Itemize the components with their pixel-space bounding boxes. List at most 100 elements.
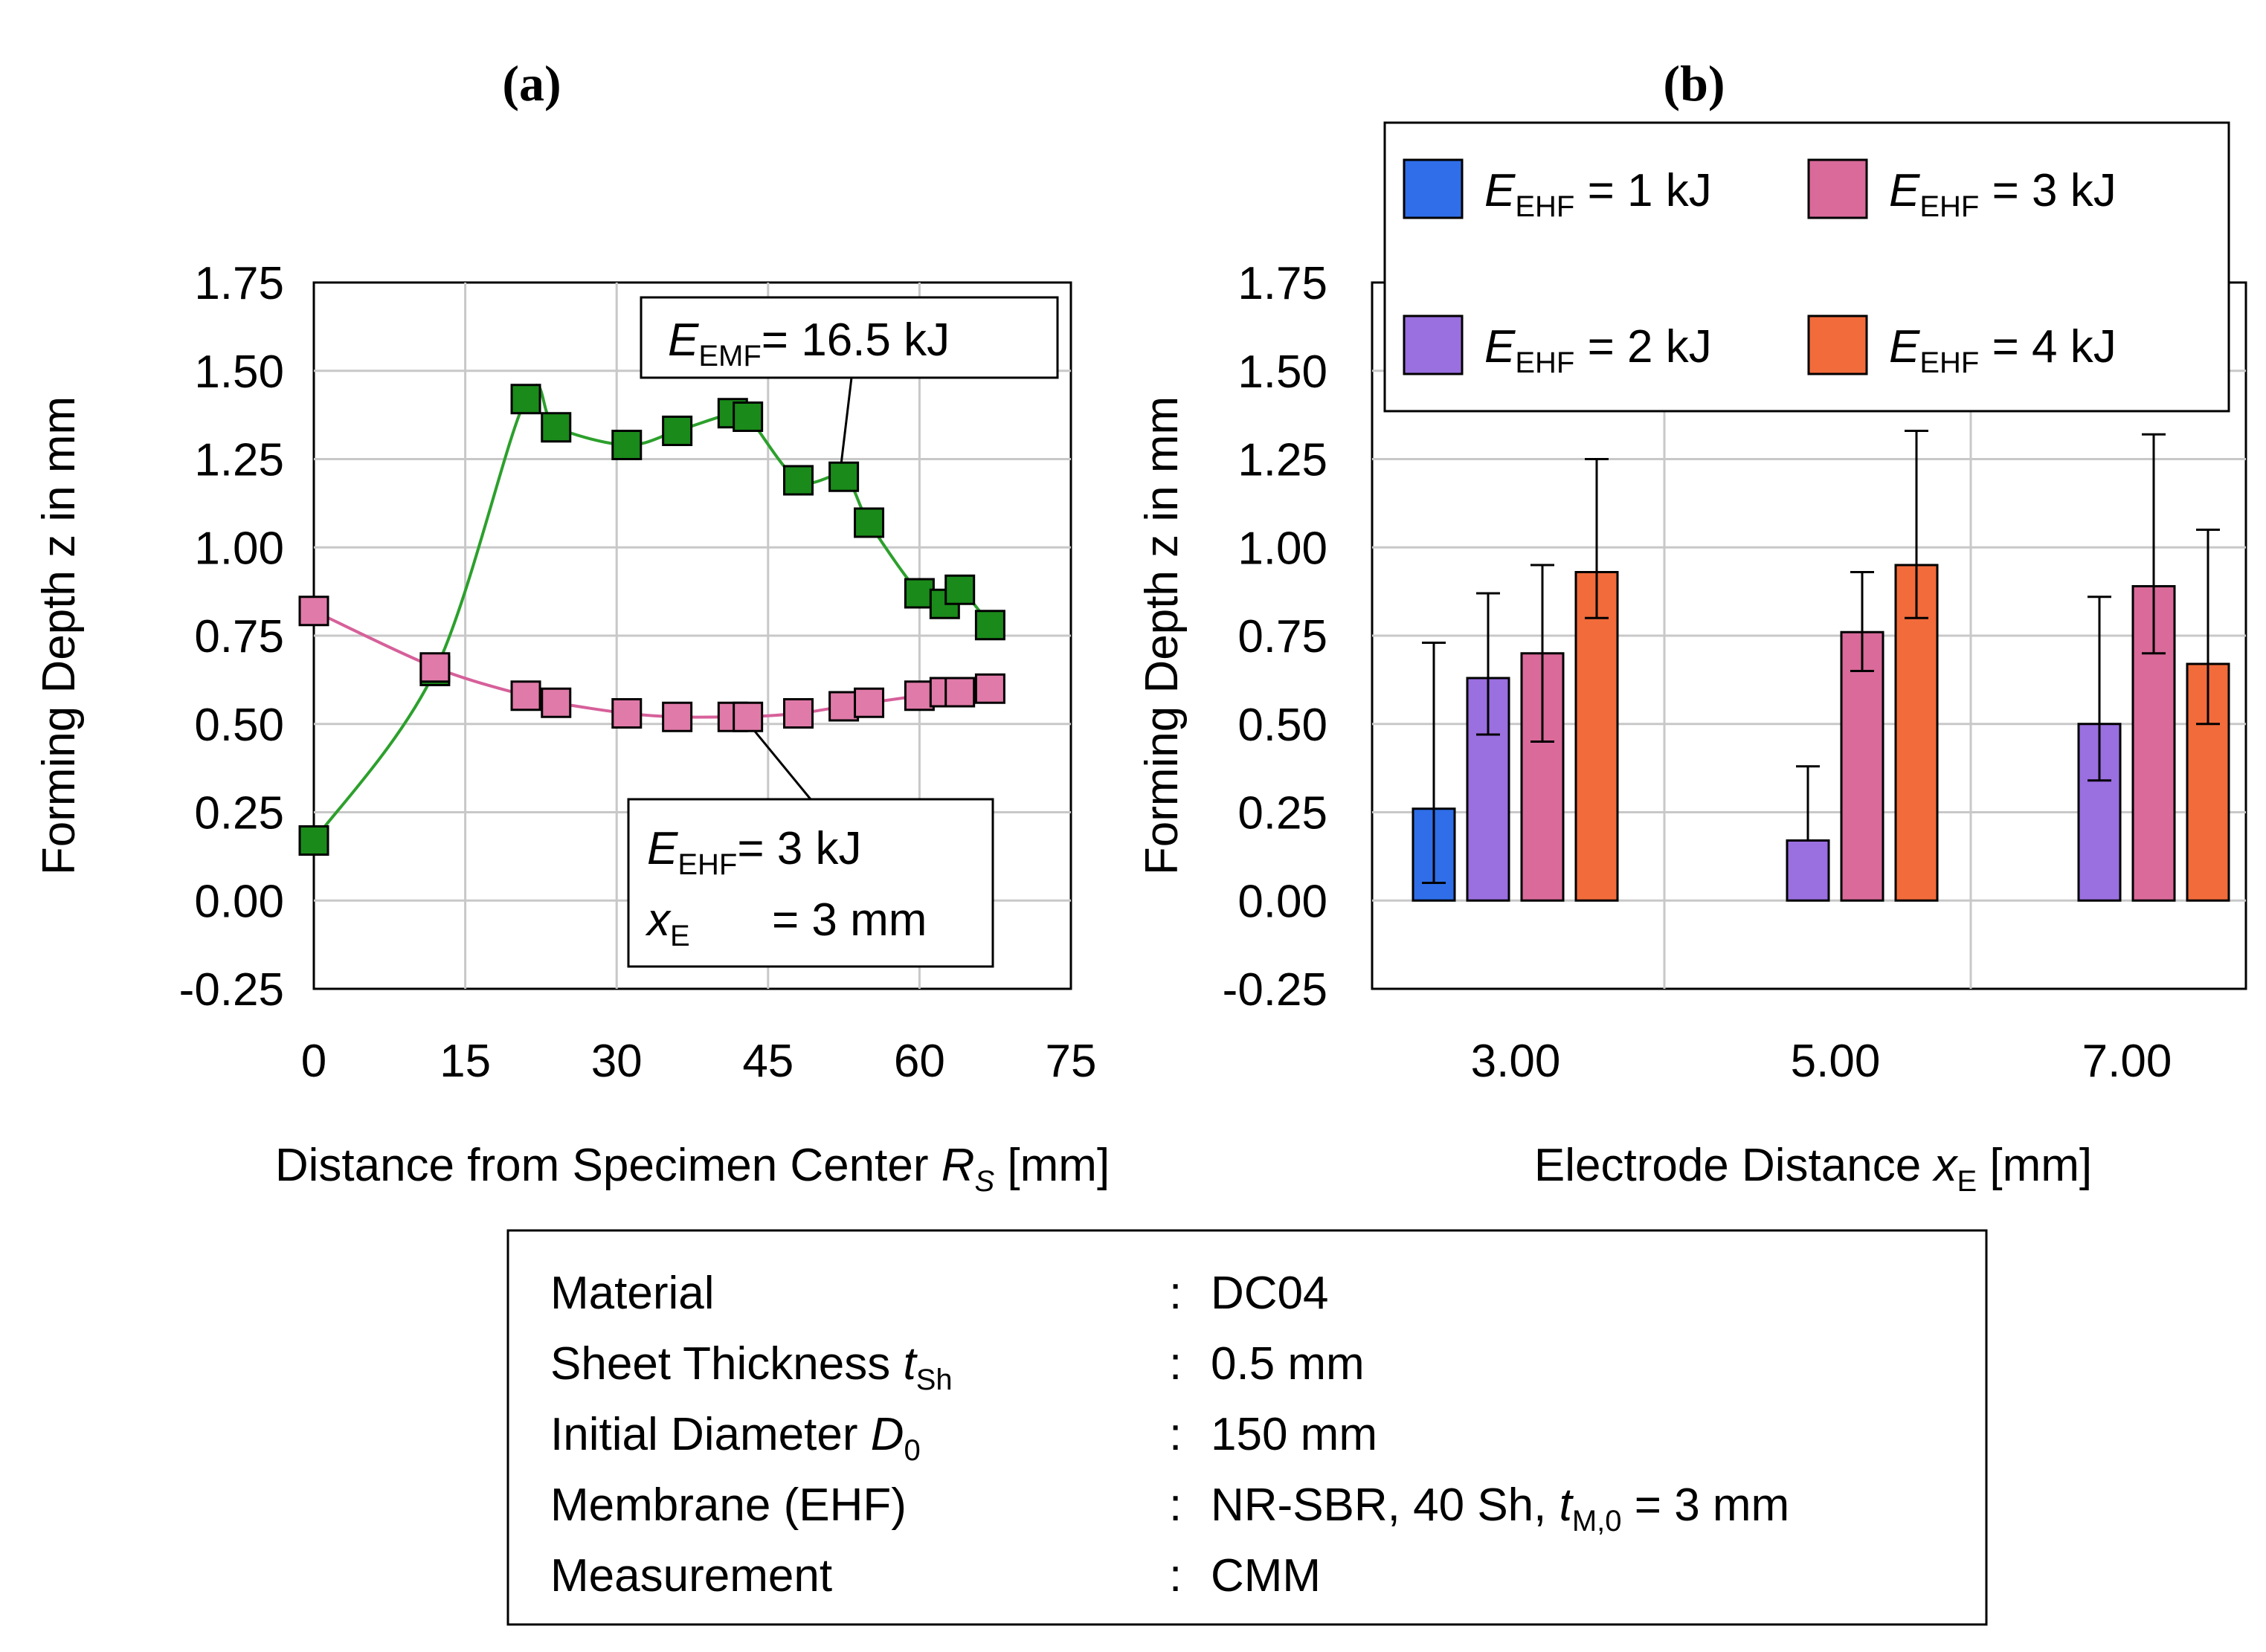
data-point-emf xyxy=(662,416,693,446)
data-point-emf xyxy=(510,384,541,415)
error-bars-b xyxy=(1422,430,2220,884)
data-point-ehf xyxy=(419,652,451,683)
data-points-a xyxy=(298,384,1005,856)
legend-swatch-4 xyxy=(1807,314,1868,375)
x-tick-label: 0 xyxy=(301,1036,326,1087)
info-row-value: NR-SBR, 40 Sh, tM,0 = 3 mm xyxy=(1211,1480,1789,1538)
info-row-value: 150 mm xyxy=(1211,1409,1377,1460)
y-tick-label: -0.25 xyxy=(1223,964,1327,1016)
callout-xe-var: x xyxy=(645,894,672,946)
y-tick-label: 0.75 xyxy=(1237,611,1327,662)
y-tick-label: 1.50 xyxy=(194,346,284,398)
info-row-separator: : xyxy=(1169,1268,1182,1319)
x-tick-label: 45 xyxy=(742,1036,794,1087)
data-point-ehf xyxy=(662,701,693,732)
y-tick-label: -0.25 xyxy=(179,964,284,1016)
callout-ehf: EEHF= 3 kJ xE = 3 mm xyxy=(627,798,994,968)
data-point-emf xyxy=(974,610,1005,641)
panel-a-letter: a xyxy=(519,55,544,112)
x-tick-label: 30 xyxy=(591,1036,643,1087)
y-tick-label: 0.50 xyxy=(194,700,284,751)
panel-b-letter: b xyxy=(1680,55,1708,112)
y-tick-label: 1.25 xyxy=(1237,435,1327,486)
legend-label-2: EEHF = 2 kJ xyxy=(1484,321,1712,379)
callout-emf-val: = 16.5 kJ xyxy=(762,314,950,366)
y-tick-label: 1.25 xyxy=(194,435,284,486)
svg-text:(a): (a) xyxy=(502,55,561,112)
callout-xe-val: = 3 mm xyxy=(772,894,927,946)
svg-text:EEHF= 3 kJ: EEHF= 3 kJ xyxy=(647,823,862,881)
legend-b: EEHF = 1 kJ EEHF = 3 kJ EEHF = 2 kJ EEHF = … xyxy=(1383,121,2230,413)
x-tick-labels-b: 3.00 5.00 7.00 xyxy=(1471,1036,2172,1087)
panel-a-label: (a) xyxy=(502,55,561,112)
info-row-label: Initial Diameter D0 xyxy=(550,1409,921,1467)
y-axis-title-a: Forming Depth z in mm xyxy=(33,396,85,875)
callout-emf: EEMF= 16.5 kJ xyxy=(640,296,1059,379)
data-point-ehf xyxy=(783,698,814,729)
data-point-ehf xyxy=(510,680,541,712)
bar-series-2 xyxy=(1786,839,1830,902)
legend-label-4: EEHF = 4 kJ xyxy=(1889,321,2117,379)
x-axis-title-b: Electrode Distance xE [mm] xyxy=(1534,1140,2092,1198)
legend-label-3: EEHF = 3 kJ xyxy=(1889,165,2117,223)
x-tick-label: 3.00 xyxy=(1471,1036,1561,1087)
callout-ehf-val: = 3 kJ xyxy=(737,823,861,874)
legend-swatch-2 xyxy=(1403,314,1464,375)
bar-chart-b: 1.75 1.50 1.25 1.00 0.75 0.50 0.25 0.00 -0.25 3.… xyxy=(1136,121,2247,1198)
data-point-ehf xyxy=(828,691,860,722)
data-point-ehf xyxy=(733,701,764,732)
y-tick-label: 1.00 xyxy=(1237,523,1327,574)
info-row-label: Material xyxy=(550,1268,715,1319)
info-row-value: 0.5 mm xyxy=(1211,1338,1365,1390)
legend-swatch-3 xyxy=(1807,158,1868,219)
callout-xe-sub: E xyxy=(670,920,690,952)
y-tick-label: 0.50 xyxy=(1237,700,1327,751)
info-row-separator: : xyxy=(1169,1338,1182,1390)
panel-b-label: (b) xyxy=(1663,55,1725,112)
info-row-value: CMM xyxy=(1211,1550,1321,1601)
data-point-ehf xyxy=(974,673,1005,704)
svg-text:(b): (b) xyxy=(1663,55,1725,112)
info-row-separator: : xyxy=(1169,1409,1182,1460)
y-tick-label: 0.00 xyxy=(1237,876,1327,927)
info-row-separator: : xyxy=(1169,1550,1182,1601)
data-point-emf xyxy=(854,507,885,538)
data-point-ehf xyxy=(298,596,329,627)
svg-text:EEMF= 16.5 kJ: EEMF= 16.5 kJ xyxy=(668,314,950,372)
data-point-emf xyxy=(541,412,572,443)
bar-series-4 xyxy=(1894,564,1939,902)
data-point-ehf xyxy=(611,698,643,729)
data-point-emf xyxy=(828,461,860,492)
bar-series-3 xyxy=(2131,585,2176,902)
data-point-ehf xyxy=(854,687,885,718)
data-point-emf xyxy=(298,825,329,856)
x-axis-title-a: Distance from Specimen Center RS [mm] xyxy=(275,1140,1110,1198)
data-point-emf xyxy=(783,465,814,496)
x-tick-label: 15 xyxy=(440,1036,491,1087)
x-tick-labels-a: 0 15 30 45 60 75 xyxy=(301,1036,1097,1087)
leader-line-ehf xyxy=(747,722,812,800)
y-tick-label: 0.75 xyxy=(194,611,284,662)
data-point-ehf xyxy=(541,687,572,718)
y-tick-label: 1.50 xyxy=(1237,346,1327,398)
x-tick-label: 60 xyxy=(894,1036,945,1087)
callout-emf-sub: EMF xyxy=(698,340,761,372)
y-tick-label: 0.00 xyxy=(194,876,284,927)
y-tick-labels-a: 1.75 1.50 1.25 1.00 0.75 0.50 0.25 0.00 -0.25 xyxy=(179,258,284,1016)
info-row-value: DC04 xyxy=(1211,1268,1329,1319)
data-point-emf xyxy=(904,578,935,609)
info-row-separator: : xyxy=(1169,1480,1182,1531)
data-point-ehf xyxy=(904,680,935,712)
y-tick-label: 1.00 xyxy=(194,523,284,574)
bar-series-3 xyxy=(1840,630,1884,902)
y-tick-label: 0.25 xyxy=(1237,788,1327,839)
x-tick-label: 5.00 xyxy=(1791,1036,1881,1087)
data-point-emf xyxy=(944,574,976,605)
legend-swatch-1 xyxy=(1403,158,1464,219)
callout-emf-var: E xyxy=(668,314,699,366)
info-row-label: Membrane (EHF) xyxy=(550,1480,907,1531)
data-point-emf xyxy=(733,401,764,432)
callout-ehf-sub: EHF xyxy=(677,848,737,881)
x-tick-label: 7.00 xyxy=(2082,1036,2172,1087)
